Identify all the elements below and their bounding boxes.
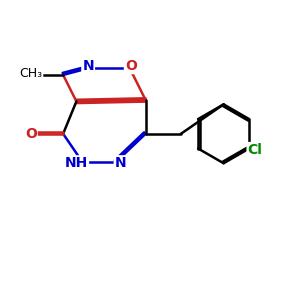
Text: N: N bbox=[82, 59, 94, 73]
Text: CH₃: CH₃ bbox=[19, 67, 42, 80]
Text: O: O bbox=[125, 59, 137, 73]
Text: Cl: Cl bbox=[248, 143, 262, 157]
Text: NH: NH bbox=[65, 156, 88, 170]
Text: O: O bbox=[25, 127, 37, 141]
Text: N: N bbox=[115, 156, 126, 170]
